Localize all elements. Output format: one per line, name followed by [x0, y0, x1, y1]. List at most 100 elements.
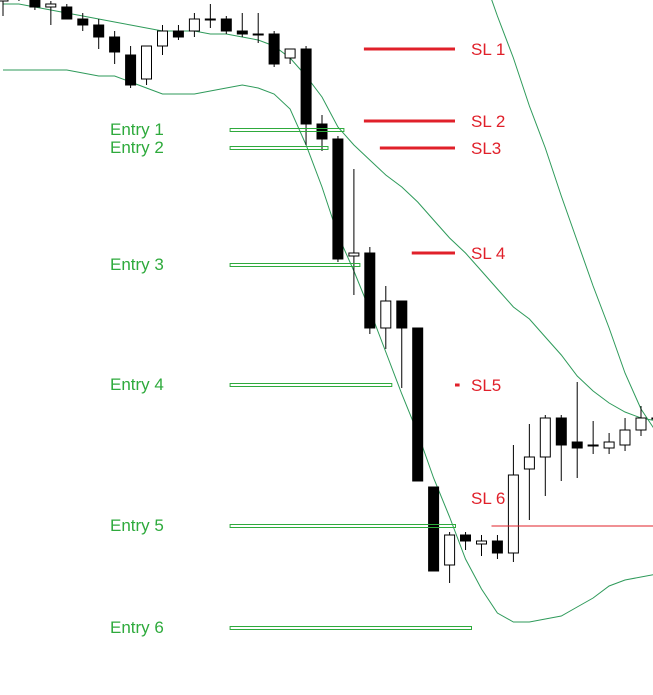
candle-body	[460, 534, 471, 542]
candle-body	[29, 0, 41, 8]
candle-body	[651, 417, 653, 420]
sl-label: SL 1	[471, 40, 505, 59]
entry-level-bar	[229, 128, 345, 132]
candle	[268, 31, 280, 67]
entry-label: Entry 1	[110, 120, 164, 139]
candle	[571, 382, 583, 478]
candle-body	[61, 6, 73, 20]
candle	[651, 417, 653, 420]
candle	[523, 424, 535, 520]
candle	[587, 421, 599, 454]
candle-body	[45, 3, 57, 8]
candle-body	[539, 417, 551, 458]
candle	[125, 46, 137, 88]
candle	[29, 0, 41, 10]
candle-body	[300, 48, 312, 125]
candle-body	[491, 540, 503, 554]
candle-body	[396, 300, 408, 329]
candle-body	[109, 36, 121, 53]
candle	[0, 0, 9, 16]
candle	[157, 25, 168, 55]
entry-level-bar	[229, 524, 456, 528]
candle	[18, 0, 20, 1]
sl-label: SL 2	[471, 112, 505, 131]
candle-body	[635, 417, 647, 431]
candle	[316, 115, 328, 151]
candle-body	[380, 300, 392, 329]
candle	[141, 45, 152, 85]
candle	[109, 31, 121, 64]
candle-body	[284, 48, 296, 59]
entry-level-line	[229, 383, 393, 387]
candle-body	[332, 138, 344, 260]
candle-body	[236, 30, 248, 35]
entry-level-line	[229, 626, 472, 630]
candle	[507, 445, 519, 562]
candle	[332, 136, 344, 262]
candle	[220, 16, 232, 34]
candle-body	[77, 18, 89, 26]
entry-level-line	[229, 263, 361, 267]
candle-body	[125, 54, 137, 86]
candle-body	[364, 252, 376, 329]
candle-body	[603, 441, 615, 449]
candles	[0, 0, 653, 583]
candle	[476, 535, 487, 556]
candle	[412, 327, 424, 482]
candle	[77, 13, 89, 31]
candle	[635, 406, 647, 436]
candle-body	[141, 45, 152, 80]
trade-levels	[229, 47, 653, 630]
sl-label: SL 4	[471, 244, 505, 263]
candle	[396, 300, 408, 388]
bollinger-lower-line	[3, 69, 653, 623]
sl-label: SL3	[471, 139, 501, 158]
candle	[45, 1, 57, 25]
candle	[61, 4, 73, 20]
entry-label: Entry 5	[110, 516, 164, 535]
entry-level-line	[229, 146, 329, 150]
candle-body	[555, 417, 567, 446]
candle-body	[220, 18, 232, 32]
candle	[444, 532, 456, 583]
candle-body	[0, 0, 9, 2]
entry-label: Entry 3	[110, 255, 164, 274]
candle-body	[412, 327, 424, 482]
candle	[348, 169, 360, 295]
entry-level-bar	[229, 626, 472, 630]
candle	[236, 13, 248, 37]
candle-body	[476, 540, 487, 545]
candle-body	[204, 18, 216, 21]
candle-body	[523, 456, 535, 470]
entry-level-line	[229, 128, 345, 132]
candle-body	[428, 486, 440, 572]
candle-body	[587, 444, 599, 447]
candle	[300, 46, 312, 145]
candle	[172, 25, 184, 40]
candle-body	[444, 534, 456, 566]
sl-label: SL5	[471, 376, 501, 395]
candle-body	[157, 30, 168, 47]
candle	[380, 286, 392, 349]
candle	[188, 13, 200, 37]
candle	[93, 19, 105, 49]
bollinger-middle-line	[3, 3, 653, 421]
bollinger-bands	[3, 0, 653, 623]
candle	[555, 415, 567, 481]
candle-body	[348, 252, 360, 257]
candle	[428, 486, 440, 572]
entry-level-bar	[229, 383, 393, 387]
candle	[539, 415, 551, 496]
entry-level-bar	[229, 263, 361, 267]
candle-body	[93, 24, 105, 38]
candle-body	[188, 18, 200, 32]
candle-body	[172, 30, 184, 38]
candle-body	[507, 474, 519, 554]
candle-body	[252, 33, 264, 36]
candle-body	[571, 441, 583, 449]
candle	[619, 418, 631, 451]
candle	[364, 247, 376, 334]
candle	[603, 433, 615, 454]
